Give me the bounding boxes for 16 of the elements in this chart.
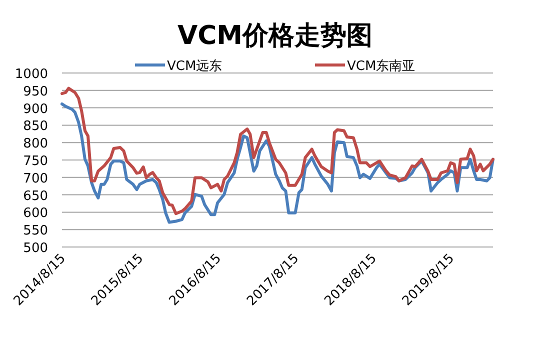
chart-title: VCM价格走势图	[177, 21, 373, 51]
line-series	[60, 102, 494, 224]
y-tick-label: 750	[23, 154, 48, 169]
line-series	[60, 86, 494, 216]
y-tick-label: 600	[23, 206, 48, 222]
y-tick-label: 800	[23, 136, 48, 152]
legend-label: VCM远东	[167, 59, 222, 74]
y-tick-label: 500	[23, 241, 48, 256]
y-tick-label: 900	[23, 102, 48, 117]
y-tick-label: 650	[23, 188, 48, 204]
y-tick-label: 550	[23, 224, 48, 239]
y-tick-label: 950	[23, 84, 48, 100]
legend-label: VCM东南亚	[347, 59, 416, 74]
y-tick-label: 1000	[14, 67, 48, 82]
y-tick-label: 700	[23, 171, 48, 186]
y-tick-label: 850	[23, 119, 48, 134]
